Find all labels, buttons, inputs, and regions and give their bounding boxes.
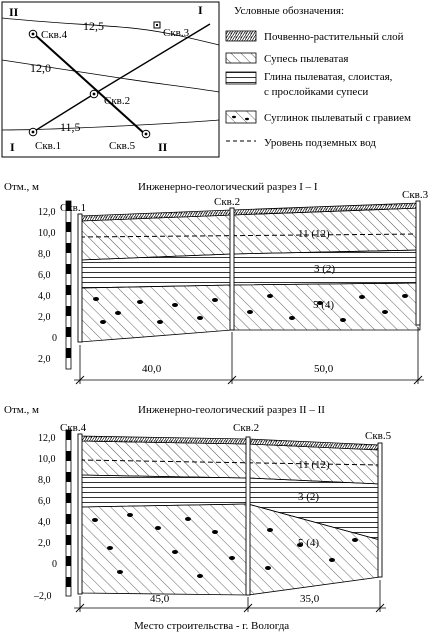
section2-distance-2: 35,0 [300,593,320,605]
plan-well-5-label: Скв.5 [109,140,136,152]
section2-tick-5: 4,0 [38,517,51,528]
plan-well-4-label: Скв.4 [41,29,68,41]
section1-distance-1: 40,0 [142,363,162,375]
section2-tick-7: 0 [52,559,57,570]
section-mark-I-end: I [198,3,203,17]
section2-tick-8: –2,0 [33,591,52,602]
section1-elev-label: Отм., м [4,181,39,193]
legend-label-clay: Глина пылеватая, слоистая, [264,71,393,83]
section-1: Отм., м Инженерно-геологический разрез I… [4,181,429,385]
plan-well-1 [28,127,38,137]
section2-title: Инженерно-геологический разрез II – II [138,404,325,416]
section1-well-3 [415,200,421,326]
legend-label-loam-gravel: Суглинок пылеватый с гравием [264,112,411,124]
section1-scale-bar [65,200,72,370]
section1-distance-2: 50,0 [314,363,334,375]
section2-well-5-label: Скв.5 [365,430,392,442]
legend-label-soil: Почвенно-растительный слой [264,31,404,43]
section1-tick-5: 4,0 [38,291,51,302]
legend-label-sandy-loam: Супесь пылеватая [264,53,348,65]
legend-swatch-sandy-loam [225,52,257,64]
legend-swatch-soil [225,30,257,42]
plan-frame [1,1,220,158]
plan-well-1-label: Скв.1 [35,140,61,152]
section1-tick-4: 6,0 [38,270,51,281]
legend-label-clay-2: с прослойками супеси [264,86,368,98]
section1-tick-7: 0 [52,333,57,344]
legend-swatch-loam-gravel [225,110,257,124]
section1-tick-3: 8,0 [38,249,51,260]
section1-label-sandy-loam: 11 (12) [298,228,330,240]
plan-well-2 [89,89,99,99]
section2-groundwater [79,459,381,466]
plan-well-3 [153,21,161,29]
section2-tick-4: 6,0 [38,496,51,507]
section-2: Отм., м Инженерно-геологический разрез I… [4,404,392,613]
section1-well-2-label: Скв.2 [214,196,240,208]
contour-label-12-5: 12,5 [83,19,104,33]
section1-dimension-line [74,327,424,385]
section1-label-clay: 3 (2) [314,263,335,275]
contour-label-12-0: 12,0 [30,61,51,75]
section2-well-2-label: Скв.2 [233,422,259,434]
section1-well-1 [77,213,83,343]
contour-12-5 [1,17,220,46]
section2-label-loam-gravel: 5 (4) [298,537,319,549]
legend-swatch-clay [225,71,257,85]
section2-distance-1: 45,0 [150,593,170,605]
section1-tick-1: 12,0 [38,207,56,218]
section2-elev-label: Отм., м [4,404,39,416]
section2-tick-3: 8,0 [38,475,51,486]
legend: Условные обозначения: Почвенно-раститель… [225,5,411,149]
section1-label-loam-gravel: 5 (4) [313,299,334,311]
section2-label-clay: 3 (2) [298,491,319,503]
plan-well-2-label: Скв.2 [104,95,130,107]
section2-well-5 [377,442,383,578]
section2-well-2 [245,436,251,596]
section1-tick-2: 10,0 [38,228,56,239]
legend-label-groundwater: Уровень подземных вод [264,137,376,149]
section-mark-I-start: I [10,140,15,154]
section1-well-1-label: Скв.1 [60,202,86,214]
section2-tick-1: 12,0 [38,433,56,444]
contour-label-11-5: 11,5 [60,120,81,134]
section1-tick-6: 2,0 [38,312,51,323]
section-line-I-a [32,93,95,133]
section1-gravel [93,294,408,324]
section2-label-sandy-loam: 11 (12) [298,459,330,471]
section1-well-2 [229,207,235,331]
plan-well-3-label: Скв.3 [163,27,190,39]
footer-location: Место строительства - г. Вологда [134,620,289,632]
site-plan: 12,5 12,0 11,5 Скв.4 Скв.3 Скв.2 [1,1,220,158]
section2-gravel [92,513,358,578]
section1-well-3-label: Скв.3 [402,189,429,201]
plan-well-4 [28,29,38,39]
section1-tick-8: 2,0 [38,354,51,365]
section2-scale-bar [65,429,72,597]
section2-well-4 [77,433,83,595]
section2-dimension-line [74,580,386,613]
section-line-II [33,33,147,136]
section2-well-4-label: Скв.4 [60,422,87,434]
section-line-I-b [93,23,211,95]
plan-well-5 [141,129,151,139]
section-mark-II-end: II [158,140,168,154]
section2-tick-2: 10,0 [38,454,56,465]
section1-title: Инженерно-геологический разрез I – I [138,181,318,193]
section-mark-II-start: II [9,5,19,19]
section1-groundwater [79,233,421,238]
section2-tick-6: 2,0 [38,538,51,549]
legend-title: Условные обозначения: [234,5,344,17]
